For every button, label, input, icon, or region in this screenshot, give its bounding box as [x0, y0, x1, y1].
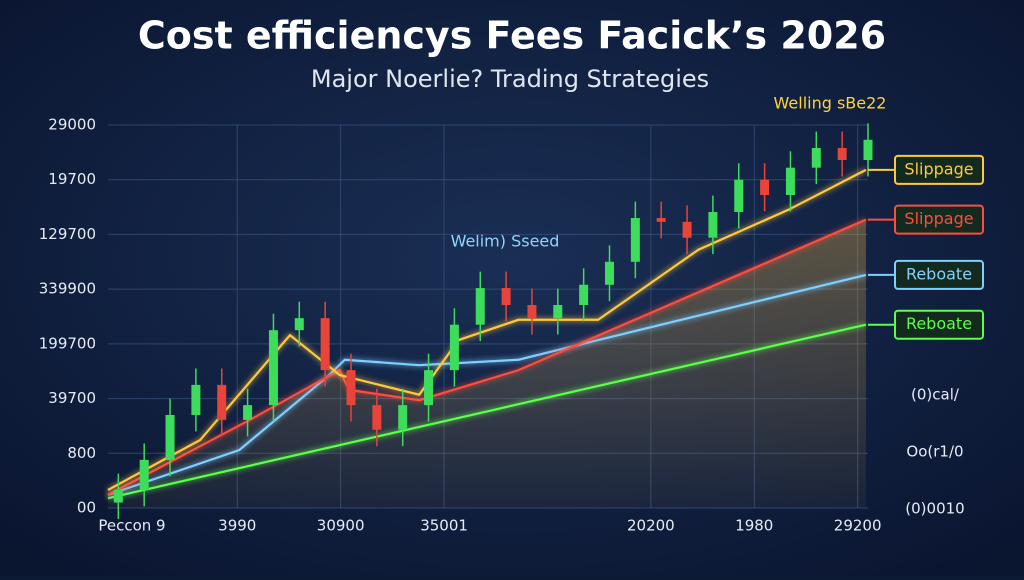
candle-body: [579, 284, 589, 306]
right-label: Oo(r1/0: [906, 443, 963, 461]
candle-body: [553, 305, 563, 319]
x-tick-label: 35001: [420, 517, 468, 535]
y-tick-label: 29000: [48, 116, 96, 134]
y-tick-label: 00: [77, 499, 96, 517]
annotation: Welim) Sseed: [451, 232, 560, 251]
legend-box: [894, 154, 984, 185]
y-tick-label: 19700: [48, 170, 96, 188]
candle-body: [475, 288, 485, 325]
candle-body: [682, 221, 692, 238]
legend-label: Slippage: [904, 159, 973, 178]
candle-body: [630, 218, 640, 262]
x-tick-label: 29200: [834, 517, 882, 535]
area-fill: [108, 219, 866, 509]
chart-title: Cost efficiencys Fees Facick’s 2026: [138, 14, 886, 58]
candle-body: [604, 261, 614, 285]
legend-item: Slippage: [868, 154, 984, 185]
candle-body: [760, 179, 770, 196]
candle-body: [424, 370, 434, 406]
candle-body: [372, 405, 382, 430]
candle-body: [449, 324, 459, 371]
candle-body: [346, 370, 356, 406]
legend-box: [894, 309, 984, 340]
candle-body: [863, 139, 873, 161]
candle-body: [398, 405, 408, 430]
candle-body: [139, 459, 149, 490]
series-line: [107, 273, 867, 496]
chart-subtitle: Major Noerlie? Trading Strategies: [311, 65, 709, 93]
candle-body: [294, 318, 304, 331]
x-tick-label: 3990: [218, 517, 256, 535]
candle-body: [320, 318, 330, 371]
legend-item: Slippage: [868, 204, 984, 235]
candle-body: [217, 384, 227, 420]
candle-body: [811, 147, 821, 168]
candle-body: [527, 305, 537, 319]
annotation: Welling sBe22: [774, 94, 887, 113]
candle-body: [191, 384, 201, 415]
legend-item: Reboate: [868, 309, 984, 340]
y-tick-label: 199700: [39, 334, 96, 352]
legend-label: Reboate: [906, 264, 972, 283]
x-tick-label: Peccon 9: [98, 517, 165, 535]
candle-body: [708, 211, 718, 238]
candle-body: [785, 167, 795, 196]
candle-body: [243, 405, 253, 420]
candle-body: [837, 147, 847, 161]
legend-item: Reboate: [868, 259, 984, 290]
candle-body: [501, 288, 511, 306]
x-tick-label: 1980: [735, 517, 773, 535]
candle-body: [734, 179, 744, 212]
legend-box: [894, 259, 984, 290]
series-line: [107, 323, 867, 500]
candle-body: [165, 414, 175, 460]
y-tick-label: 339900: [39, 280, 96, 298]
legend-label: Slippage: [904, 209, 973, 228]
x-tick-label: 30900: [317, 517, 365, 535]
x-tick-label: 20200: [627, 517, 675, 535]
y-tick-label: 39700: [48, 389, 96, 407]
candle-body: [113, 489, 123, 503]
legend-label: Reboate: [906, 314, 972, 333]
right-label: (0)0010: [905, 500, 964, 518]
y-tick-label: 800: [67, 444, 96, 462]
candle-body: [268, 330, 278, 406]
right-label: (0)cal/: [911, 386, 960, 404]
y-tick-label: 129700: [39, 225, 96, 243]
legend-box: [894, 204, 984, 235]
candle-body: [656, 218, 666, 222]
